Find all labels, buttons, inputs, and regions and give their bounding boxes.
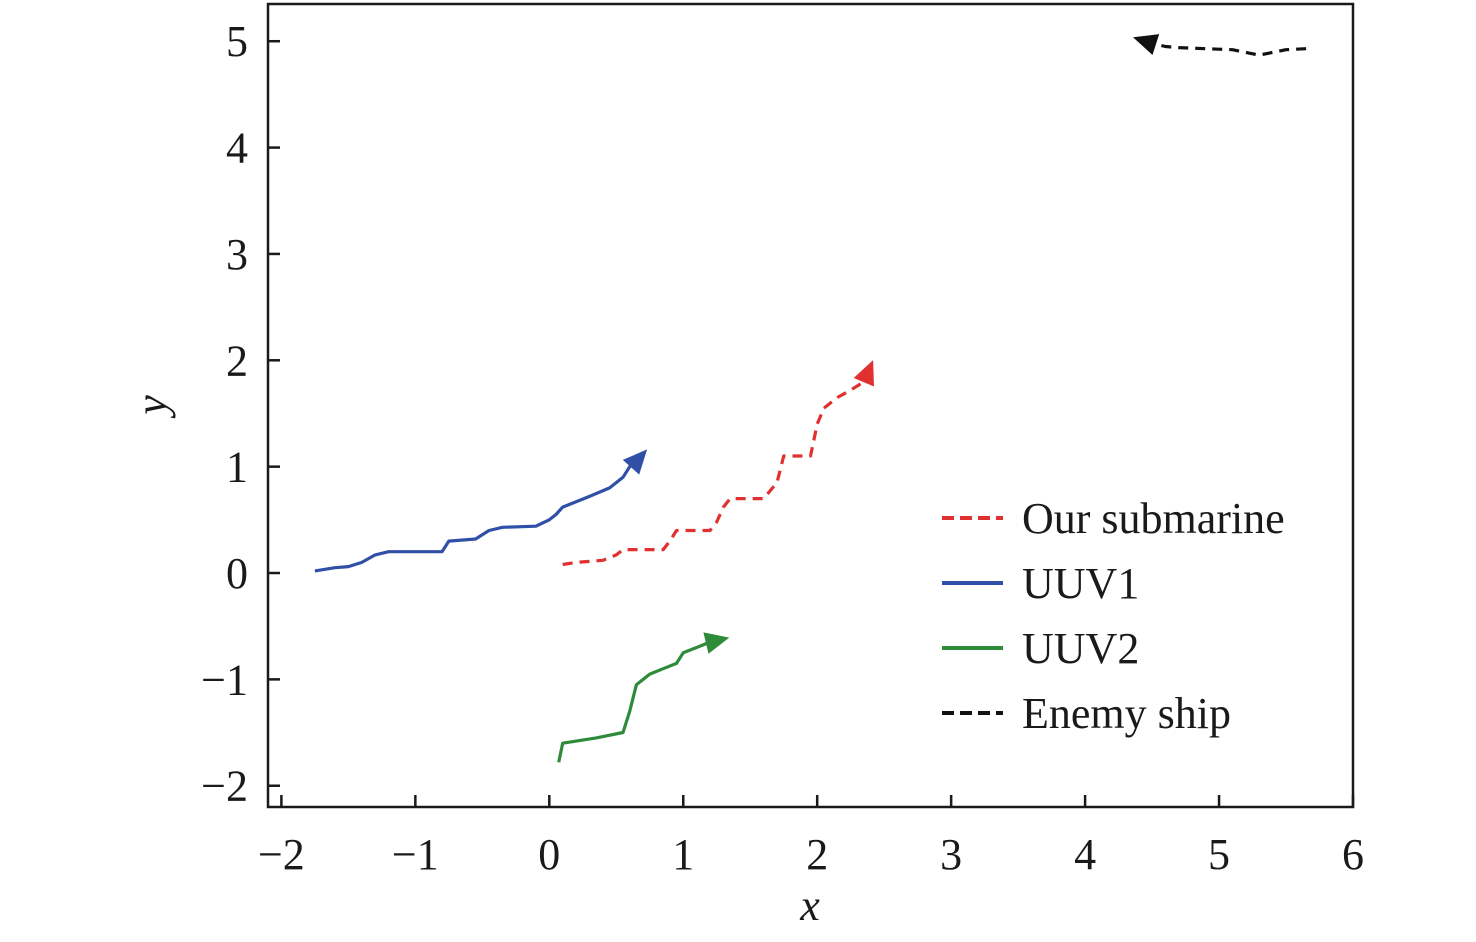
legend-label-uuv1: UUV1	[1022, 559, 1139, 608]
y-tick-label: 2	[226, 336, 248, 385]
y-tick-label: −1	[201, 655, 248, 704]
y-tick-label: −2	[201, 762, 248, 811]
x-tick-label: 4	[1074, 830, 1096, 879]
series-line-uuv1	[314, 452, 645, 573]
legend-label-our-submarine: Our submarine	[1022, 494, 1285, 543]
legend: Our submarine UUV1 UUV2 Enemy ship	[942, 494, 1285, 738]
series-line-our-submarine	[562, 364, 873, 567]
series-arrowhead-uuv1	[622, 449, 648, 475]
plot-area-frame	[266, 2, 1355, 809]
x-tick-label: 6	[1342, 830, 1364, 879]
series-line-enemy-ship	[1138, 37, 1307, 57]
series-arrowhead-enemy-ship	[1133, 34, 1160, 55]
series-arrowhead-uuv2	[703, 632, 730, 654]
x-axis-label: x	[799, 881, 820, 930]
legend-label-uuv2: UUV2	[1022, 624, 1139, 673]
series-line-uuv2	[557, 637, 724, 763]
x-tick-label: −2	[258, 830, 305, 879]
y-tick-label: 4	[226, 124, 248, 173]
y-axis-ticks: −2 −1 0 1 2 3 4 5	[201, 17, 280, 811]
x-tick-label: 5	[1208, 830, 1230, 879]
y-axis-label: y	[127, 395, 176, 419]
y-tick-label: 1	[226, 443, 248, 492]
series-arrowhead-our-submarine	[853, 360, 874, 387]
y-tick-label: 5	[226, 17, 248, 66]
y-tick-label: 0	[226, 549, 248, 598]
x-tick-label: 2	[806, 830, 828, 879]
series-layer	[314, 34, 1307, 763]
x-tick-label: 1	[672, 830, 694, 879]
x-tick-label: −1	[392, 830, 439, 879]
x-tick-label: 3	[940, 830, 962, 879]
y-tick-label: 3	[226, 230, 248, 279]
legend-label-enemy-ship: Enemy ship	[1022, 689, 1231, 738]
x-axis-ticks: −2 −1 0 1 2 3 4 5 6	[258, 795, 1364, 879]
x-tick-label: 0	[538, 830, 560, 879]
